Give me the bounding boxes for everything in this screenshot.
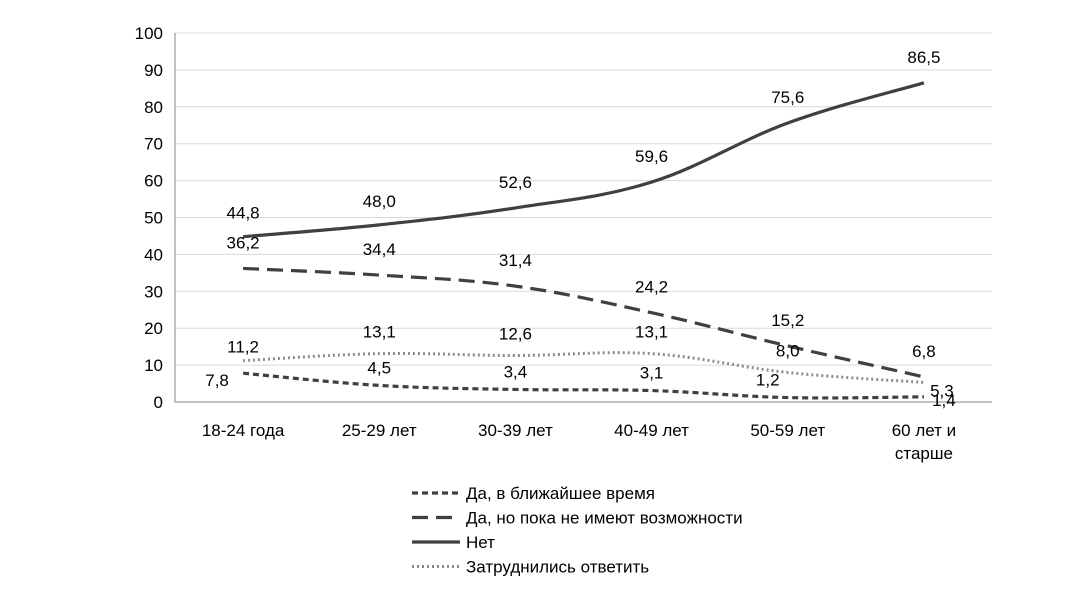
x-tick-label: 30-39 лет xyxy=(478,421,553,440)
y-tick-label: 30 xyxy=(144,282,163,301)
y-tick-label: 40 xyxy=(144,245,163,264)
x-tick-label: 40-49 лет xyxy=(614,421,689,440)
data-label: 6,8 xyxy=(912,342,936,361)
legend-label: Да, в ближайшее время xyxy=(466,484,655,503)
data-label: 52,6 xyxy=(499,173,532,192)
series-line-1 xyxy=(243,266,925,379)
y-tick-label: 0 xyxy=(154,393,163,412)
y-tick-label: 60 xyxy=(144,172,163,191)
data-label: 15,2 xyxy=(771,311,804,330)
data-label: 36,2 xyxy=(227,233,260,252)
y-tick-label: 90 xyxy=(144,61,163,80)
x-tick-label: 50-59 лет xyxy=(750,421,825,440)
data-label: 13,1 xyxy=(635,323,668,342)
data-label: 13,1 xyxy=(363,323,396,342)
legend-label: Затруднились ответить xyxy=(466,558,649,577)
x-tick-label: 18-24 года xyxy=(202,421,285,440)
y-tick-label: 100 xyxy=(135,24,163,43)
data-label: 3,4 xyxy=(504,362,528,381)
data-label: 48,0 xyxy=(363,192,396,211)
series-lines xyxy=(242,81,925,400)
data-label: 31,4 xyxy=(499,251,532,270)
y-axis-ticks: 0 10 20 30 40 50 60 70 80 90 100 xyxy=(135,24,163,412)
legend-label: Нет xyxy=(466,533,495,552)
data-label: 34,4 xyxy=(363,240,396,259)
data-label: 12,6 xyxy=(499,325,532,344)
data-label: 4,5 xyxy=(367,358,391,377)
data-label: 59,6 xyxy=(635,147,668,166)
grid-lines xyxy=(175,32,992,366)
data-label: 24,2 xyxy=(635,278,668,297)
series-line-3 xyxy=(243,351,925,384)
y-tick-label: 70 xyxy=(144,135,163,154)
y-tick-label: 50 xyxy=(144,209,163,228)
data-labels: 7,8 4,5 3,4 3,1 1,2 1,4 36,2 34,4 31,4 24,2 15,2 6,… xyxy=(205,48,955,410)
series-line-2 xyxy=(242,81,925,239)
axes xyxy=(174,33,992,403)
data-label: 8,0 xyxy=(776,341,800,360)
data-label: 1,2 xyxy=(756,371,780,390)
y-tick-label: 80 xyxy=(144,98,163,117)
x-tick-label: 60 лет и старше xyxy=(892,421,956,463)
data-label: 3,1 xyxy=(640,364,664,383)
legend: Да, в ближайшее время Да, но пока не имею… xyxy=(412,484,743,577)
y-tick-label: 10 xyxy=(144,356,163,375)
data-label: 5,3 xyxy=(930,381,954,400)
data-label: 7,8 xyxy=(205,371,229,390)
x-axis-ticks: 18-24 года 25-29 лет 30-39 лет 40-49 лет 50-… xyxy=(202,421,956,463)
data-label: 1,4 xyxy=(932,391,956,410)
data-label: 75,6 xyxy=(771,88,804,107)
data-label: 11,2 xyxy=(227,338,259,357)
x-tick-label: 25-29 лет xyxy=(342,421,417,440)
y-tick-label: 20 xyxy=(144,319,163,338)
data-label: 86,5 xyxy=(907,48,940,67)
legend-label: Да, но пока не имеют возможности xyxy=(466,509,743,528)
series-line-0 xyxy=(242,371,924,400)
data-label: 44,8 xyxy=(227,204,260,223)
